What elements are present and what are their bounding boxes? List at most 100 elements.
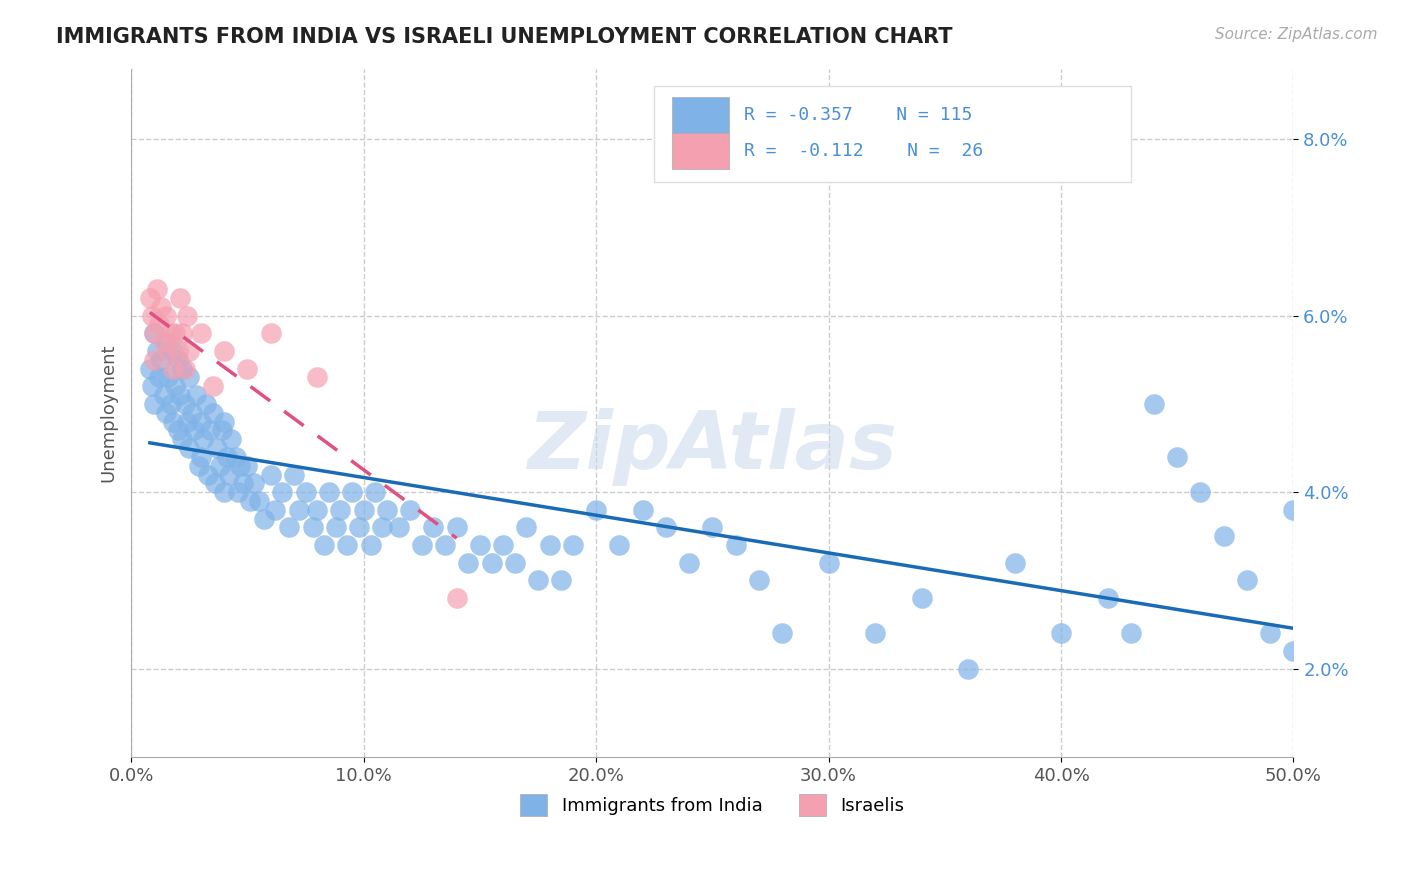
Point bbox=[162, 343, 184, 358]
Point bbox=[336, 538, 359, 552]
Point bbox=[446, 591, 468, 605]
Point bbox=[863, 626, 886, 640]
Point bbox=[307, 370, 329, 384]
Point bbox=[146, 343, 169, 358]
Point bbox=[212, 485, 235, 500]
Point bbox=[226, 485, 249, 500]
Point bbox=[1236, 574, 1258, 588]
Point bbox=[360, 538, 382, 552]
Point bbox=[162, 361, 184, 376]
Point bbox=[152, 335, 174, 350]
Point bbox=[278, 520, 301, 534]
Legend: Immigrants from India, Israelis: Immigrants from India, Israelis bbox=[513, 787, 911, 823]
Point bbox=[724, 538, 747, 552]
Point bbox=[139, 361, 162, 376]
Point bbox=[260, 326, 283, 341]
Point bbox=[329, 503, 352, 517]
Point bbox=[307, 503, 329, 517]
Point bbox=[253, 511, 276, 525]
Point bbox=[143, 326, 166, 341]
Point bbox=[176, 415, 198, 429]
Point bbox=[201, 406, 224, 420]
Text: R =  -0.112    N =  26: R = -0.112 N = 26 bbox=[744, 142, 983, 161]
Point bbox=[325, 520, 347, 534]
Point bbox=[141, 309, 163, 323]
Text: ZipAtlas: ZipAtlas bbox=[527, 409, 897, 486]
Point bbox=[173, 361, 195, 376]
Point bbox=[550, 574, 572, 588]
Point bbox=[229, 458, 252, 473]
Point bbox=[655, 520, 678, 534]
Y-axis label: Unemployment: Unemployment bbox=[100, 343, 117, 482]
Point bbox=[148, 370, 170, 384]
Point bbox=[503, 556, 526, 570]
Point bbox=[183, 423, 205, 437]
Point bbox=[165, 326, 187, 341]
Point bbox=[139, 291, 162, 305]
Point bbox=[748, 574, 770, 588]
Point bbox=[399, 503, 422, 517]
Point bbox=[172, 432, 194, 446]
Point bbox=[1189, 485, 1212, 500]
Point bbox=[347, 520, 370, 534]
Point bbox=[152, 388, 174, 402]
Point bbox=[232, 476, 254, 491]
Point bbox=[434, 538, 457, 552]
Point bbox=[631, 503, 654, 517]
Point bbox=[201, 379, 224, 393]
Point bbox=[173, 397, 195, 411]
Point bbox=[176, 309, 198, 323]
Point bbox=[146, 282, 169, 296]
Point bbox=[172, 326, 194, 341]
Point bbox=[271, 485, 294, 500]
Point bbox=[457, 556, 479, 570]
Point bbox=[1050, 626, 1073, 640]
Point bbox=[179, 441, 201, 455]
Point bbox=[148, 318, 170, 332]
Point bbox=[143, 326, 166, 341]
Point bbox=[243, 476, 266, 491]
Point bbox=[340, 485, 363, 500]
Point bbox=[1282, 503, 1305, 517]
FancyBboxPatch shape bbox=[672, 97, 728, 133]
Point bbox=[207, 441, 229, 455]
Point bbox=[165, 379, 187, 393]
Point bbox=[1282, 644, 1305, 658]
Point bbox=[200, 423, 222, 437]
Point bbox=[190, 326, 212, 341]
Point bbox=[141, 379, 163, 393]
Point bbox=[157, 343, 180, 358]
Point bbox=[294, 485, 316, 500]
Point bbox=[186, 388, 208, 402]
Point bbox=[179, 370, 201, 384]
Point bbox=[481, 556, 503, 570]
Point bbox=[143, 352, 166, 367]
Point bbox=[287, 503, 309, 517]
Point bbox=[172, 361, 194, 376]
Point bbox=[364, 485, 387, 500]
Point bbox=[157, 370, 180, 384]
Point bbox=[422, 520, 444, 534]
Point bbox=[218, 467, 240, 482]
Point bbox=[1119, 626, 1142, 640]
Point bbox=[492, 538, 515, 552]
Point bbox=[375, 503, 398, 517]
Point bbox=[1166, 450, 1188, 464]
Point bbox=[1004, 556, 1026, 570]
Point bbox=[150, 300, 173, 314]
Point bbox=[208, 458, 231, 473]
Point bbox=[155, 406, 177, 420]
Point bbox=[1143, 397, 1166, 411]
Point bbox=[283, 467, 305, 482]
Point bbox=[515, 520, 537, 534]
Point bbox=[910, 591, 932, 605]
Point bbox=[1212, 529, 1234, 543]
Point bbox=[225, 450, 247, 464]
FancyBboxPatch shape bbox=[672, 133, 728, 169]
Point bbox=[561, 538, 583, 552]
Point bbox=[187, 458, 209, 473]
Point bbox=[301, 520, 323, 534]
Point bbox=[527, 574, 550, 588]
Point bbox=[260, 467, 283, 482]
Point bbox=[314, 538, 336, 552]
